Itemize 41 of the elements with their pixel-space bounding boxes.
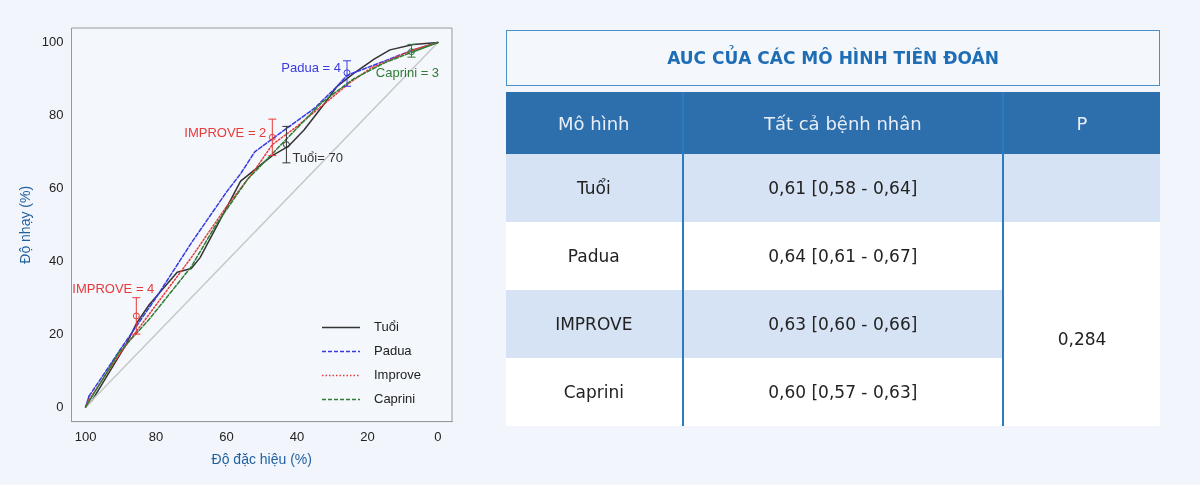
text: Mô hình	[506, 92, 683, 154]
y-tick-label: 40	[49, 252, 64, 268]
legend-label: Improve	[374, 367, 421, 383]
y-tick-label: 80	[49, 107, 64, 123]
text: AUC CỦA CÁC MÔ HÌNH TIÊN ĐOÁN	[506, 30, 1160, 86]
point	[268, 133, 276, 141]
category-label: IMPROVE	[506, 290, 683, 358]
legend-label: Padua	[374, 343, 413, 359]
x-tick-label: 40	[289, 428, 305, 444]
annotation: IMPROVE = 4	[72, 281, 155, 297]
x-tick-label: 100	[74, 428, 97, 444]
x-tick-label: 0	[434, 428, 442, 444]
y-tick-label: 60	[49, 179, 64, 195]
y-axis-title: Độ nhạy (%)	[17, 185, 34, 264]
point	[407, 48, 415, 56]
legend-label: Caprini	[374, 391, 416, 407]
annotation: Padua = 4	[281, 60, 342, 76]
text: 0,63 [0,60 - 0,66]	[682, 290, 1004, 358]
x-axis-title: Độ đặc hiệu (%)	[211, 451, 312, 468]
category-label: Caprini	[506, 358, 683, 426]
category-label: Tuổi	[506, 154, 683, 222]
y-tick-label: 100	[41, 34, 64, 50]
text: 0,64 [0,61 - 0,67]	[682, 222, 1004, 290]
x-tick-label: 60	[219, 428, 234, 444]
y-tick-label: 20	[49, 325, 64, 341]
text: P	[1003, 92, 1160, 154]
x-tick-label: 20	[360, 428, 375, 444]
point	[282, 141, 290, 149]
text: 0,284	[1003, 154, 1160, 426]
annotation: Caprini = 3	[375, 65, 440, 81]
point	[343, 69, 351, 77]
annotation: Tuổi= 70	[292, 150, 343, 166]
x-tick-label: 80	[148, 428, 164, 444]
text: 0,60 [0,57 - 0,63]	[682, 358, 1004, 426]
legend-label: Tuổi	[374, 319, 399, 335]
y-tick-label: 0	[56, 398, 64, 414]
annotation: IMPROVE = 2	[184, 124, 267, 140]
text: Tất cả bệnh nhân	[682, 92, 1004, 154]
category-label: Padua	[506, 222, 683, 290]
text: 0,61 [0,58 - 0,64]	[682, 154, 1004, 222]
point	[132, 312, 140, 320]
